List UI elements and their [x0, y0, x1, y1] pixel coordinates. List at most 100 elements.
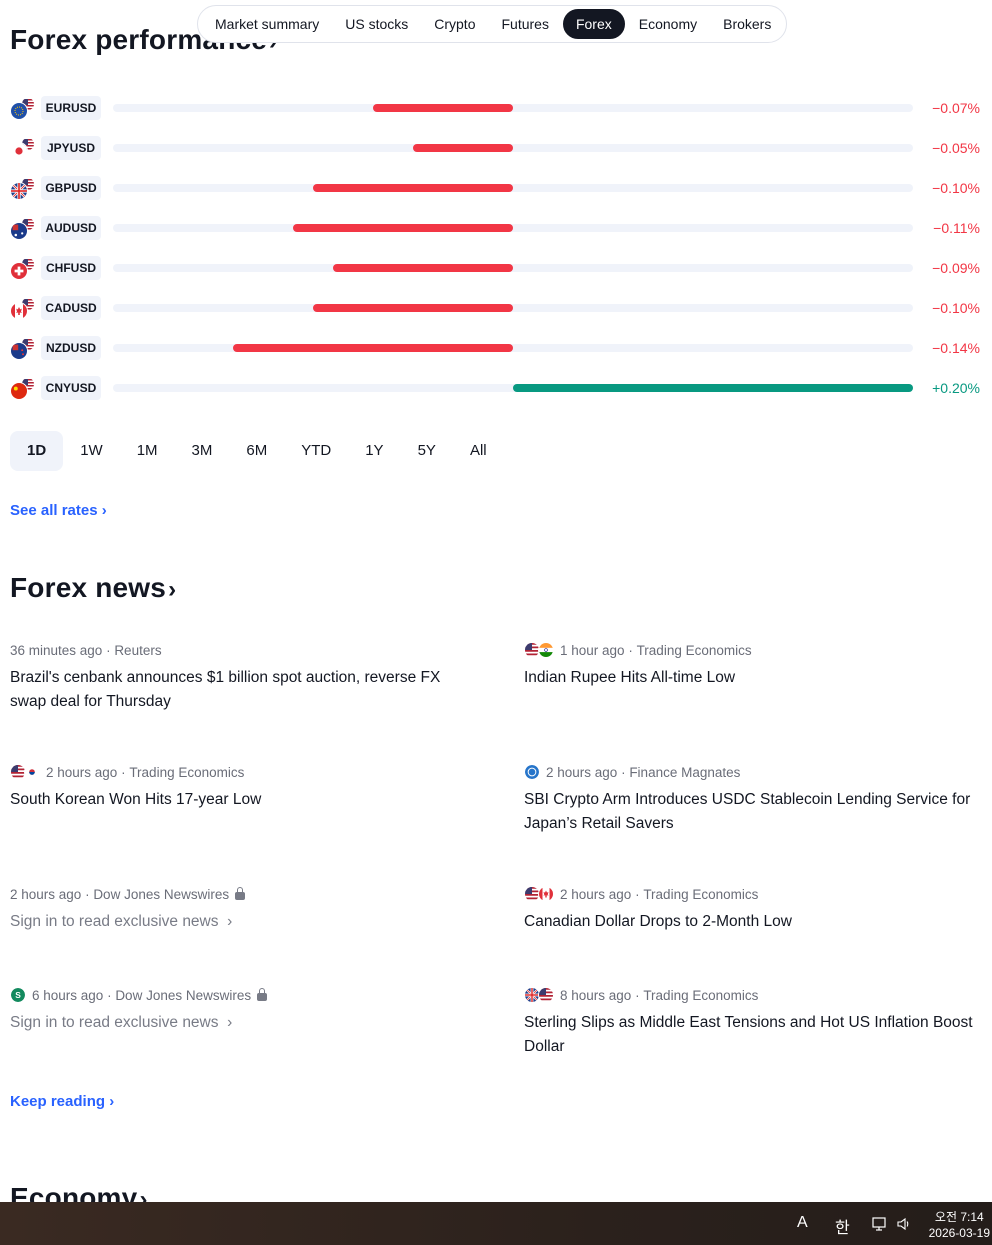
news-related-icons — [10, 764, 40, 780]
news-headline[interactable]: SBI Crypto Arm Introduces USDC Stablecoi… — [524, 788, 984, 836]
ca-flag-icon — [538, 886, 554, 902]
chevron-right-icon: › — [109, 1093, 115, 1110]
range-1d[interactable]: 1D — [10, 431, 64, 471]
change-bar-track — [113, 384, 913, 392]
us-flag-icon — [538, 987, 554, 1003]
change-percent: −0.10% — [932, 180, 980, 196]
forex-pair-row[interactable]: CHFUSD −0.09% — [10, 248, 980, 288]
pair-symbol[interactable]: CHFUSD — [41, 256, 101, 280]
news-source: Trading Economics — [643, 886, 759, 902]
pair-symbol[interactable]: CADUSD — [41, 296, 101, 320]
time-range-selector: 1D 1W 1M 3M 6M YTD 1Y 5Y All — [10, 431, 504, 471]
nav-tab-us-stocks[interactable]: US stocks — [345, 16, 409, 32]
news-source: Trading Economics — [636, 642, 752, 658]
pair-symbol[interactable]: EURUSD — [41, 96, 101, 120]
forex-pair-row[interactable]: JPYUSD −0.05% — [10, 128, 980, 168]
meta-separator: · — [631, 987, 644, 1003]
news-time: 36 minutes ago — [10, 642, 103, 658]
news-headline[interactable]: Sterling Slips as Middle East Tensions a… — [524, 1011, 984, 1059]
meta-separator: · — [624, 642, 637, 658]
news-time: 2 hours ago — [10, 886, 82, 902]
range-5y[interactable]: 5Y — [417, 442, 436, 459]
news-meta: 2 hours ago · Trading Economics — [10, 762, 470, 782]
news-related-icons — [524, 987, 554, 1003]
change-bar-track — [113, 144, 913, 152]
pair-symbol[interactable]: AUDUSD — [41, 216, 101, 240]
news-headline[interactable]: Indian Rupee Hits All-time Low — [524, 666, 984, 690]
system-clock[interactable]: 오전 7:14 2026-03-19 — [929, 1209, 990, 1241]
sign-in-link[interactable]: Sign in to read exclusive news › — [10, 1011, 470, 1035]
news-item[interactable]: 2 hours ago · Dow Jones Newswires Sign in… — [10, 884, 470, 934]
news-title-text: Canadian Dollar Drops to 2-Month Low — [524, 913, 792, 930]
change-bar — [293, 224, 513, 232]
news-item[interactable]: 2 hours ago · Trading Economics Canadian … — [524, 884, 984, 934]
news-headline[interactable]: Brazil's cenbank announces $1 billion sp… — [10, 666, 470, 714]
news-item[interactable]: 2 hours ago · Trading Economics South Kor… — [10, 762, 470, 812]
nav-tab-crypto[interactable]: Crypto — [434, 16, 476, 32]
change-bar — [373, 104, 513, 112]
change-percent: −0.14% — [932, 340, 980, 356]
pair-symbol[interactable]: NZDUSD — [41, 336, 101, 360]
change-percent: −0.05% — [932, 140, 980, 156]
see-all-rates-link[interactable]: See all rates › — [10, 502, 107, 519]
forex-pair-row[interactable]: EURUSD −0.07% — [10, 88, 980, 128]
change-bar-track — [113, 344, 913, 352]
pair-flags — [10, 215, 36, 241]
forex-pair-row[interactable]: CNYUSD +0.20% — [10, 368, 980, 408]
forex-pair-row[interactable]: CADUSD −0.10% — [10, 288, 980, 328]
pair-symbol[interactable]: CNYUSD — [41, 376, 101, 400]
news-meta: 36 minutes ago · Reuters — [10, 640, 470, 660]
clock-time: 오전 7:14 — [934, 1210, 984, 1224]
news-item[interactable]: 8 hours ago · Trading Economics Sterling … — [524, 985, 984, 1059]
news-headline[interactable]: Canadian Dollar Drops to 2-Month Low — [524, 910, 984, 934]
forex-pair-row[interactable]: GBPUSD −0.10% — [10, 168, 980, 208]
nav-tab-brokers[interactable]: Brokers — [723, 16, 772, 32]
clock-date: 2026-03-19 — [928, 1226, 990, 1240]
news-time: 2 hours ago — [546, 764, 618, 780]
range-ytd[interactable]: YTD — [301, 442, 332, 459]
chevron-right-icon: › — [139, 1186, 148, 1213]
news-title-text: Sterling Slips as Middle East Tensions a… — [524, 1014, 973, 1055]
forex-pair-row[interactable]: NZDUSD −0.14% — [10, 328, 980, 368]
news-source: Trading Economics — [129, 764, 245, 780]
change-bar — [233, 344, 513, 352]
change-percent: −0.11% — [933, 220, 980, 236]
news-headline[interactable]: South Korean Won Hits 17-year Low — [10, 788, 470, 812]
news-time: 1 hour ago — [560, 642, 625, 658]
sign-in-link[interactable]: Sign in to read exclusive news › — [10, 910, 470, 934]
pair-symbol[interactable]: JPYUSD — [41, 136, 101, 160]
range-1w[interactable]: 1W — [80, 442, 103, 459]
usdc-flag-icon — [524, 764, 540, 780]
news-item[interactable]: S 6 hours ago · Dow Jones Newswires Sign i… — [10, 985, 470, 1035]
range-3m[interactable]: 3M — [191, 442, 213, 459]
nav-tab-futures[interactable]: Futures — [501, 16, 549, 32]
range-all[interactable]: All — [469, 442, 487, 459]
meta-separator: · — [117, 764, 130, 780]
forex-news-heading[interactable]: Forex news› — [10, 572, 176, 604]
meta-separator: · — [102, 642, 115, 658]
forex-pair-row[interactable]: AUDUSD −0.11% — [10, 208, 980, 248]
volume-icon[interactable] — [896, 1216, 912, 1237]
change-bar — [313, 184, 513, 192]
nav-tab-economy[interactable]: Economy — [638, 16, 698, 32]
range-1m[interactable]: 1M — [136, 442, 158, 459]
gb-flag-icon — [524, 987, 540, 1003]
keep-reading-link[interactable]: Keep reading › — [10, 1093, 114, 1110]
ime-mode-hangul[interactable]: 한 — [835, 1220, 850, 1237]
change-bar-track — [113, 304, 913, 312]
news-item[interactable]: 1 hour ago · Trading Economics Indian Rup… — [524, 640, 984, 690]
news-meta: 2 hours ago · Dow Jones Newswires — [10, 884, 470, 904]
news-item[interactable]: 36 minutes ago · Reuters Brazil's cenbank… — [10, 640, 470, 714]
nav-tab-market-summary[interactable]: Market summary — [215, 16, 320, 32]
pair-symbol[interactable]: GBPUSD — [41, 176, 101, 200]
network-icon[interactable] — [872, 1216, 888, 1237]
range-1y[interactable]: 1Y — [365, 442, 384, 459]
ime-mode-a[interactable]: A — [797, 1214, 808, 1231]
pair-flags — [10, 95, 36, 121]
range-6m[interactable]: 6M — [246, 442, 268, 459]
news-item[interactable]: 2 hours ago · Finance Magnates SBI Crypto… — [524, 762, 984, 836]
chevron-right-icon: › — [168, 576, 177, 603]
change-bar-track — [113, 104, 913, 112]
meta-separator: · — [631, 886, 644, 902]
nav-tab-forex[interactable]: Forex — [562, 9, 625, 39]
